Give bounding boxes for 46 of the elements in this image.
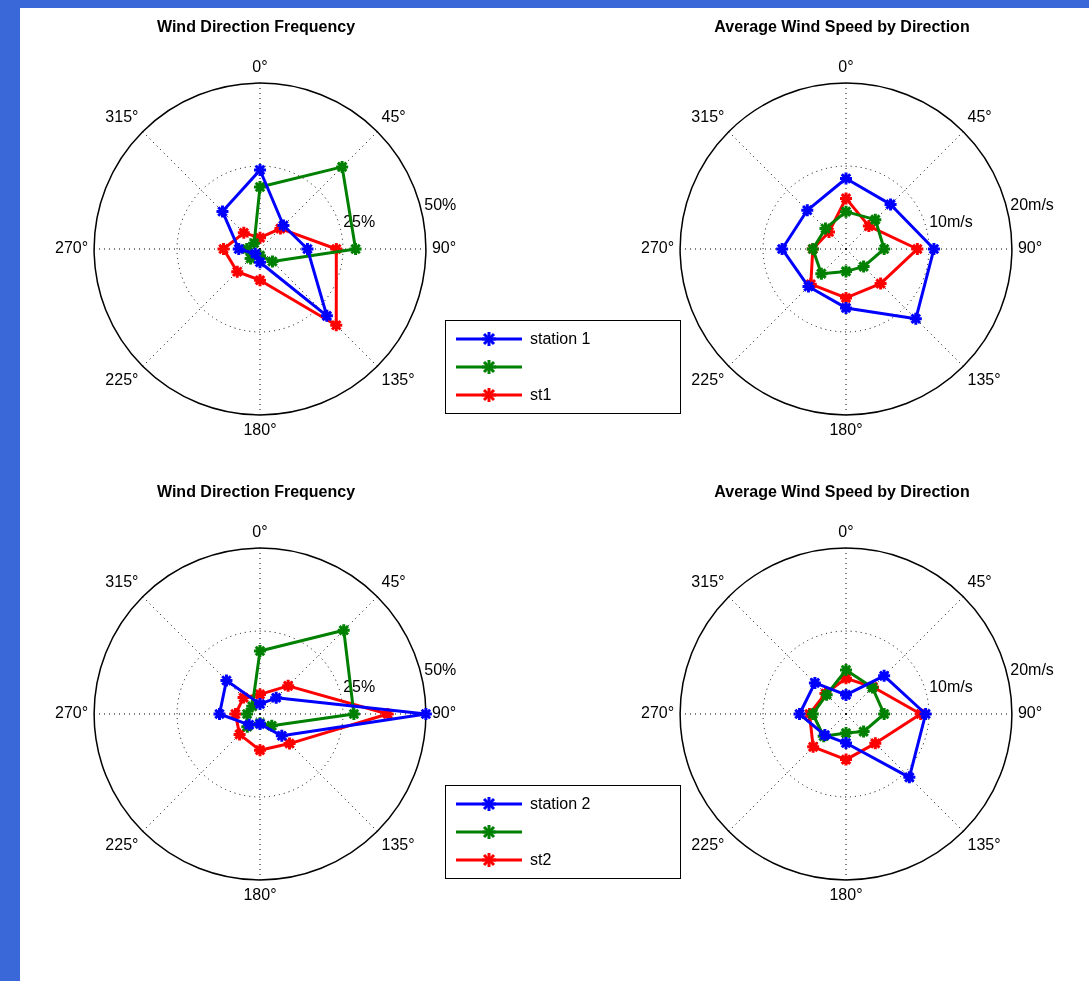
spoke-label: 135° <box>381 835 415 853</box>
spoke-label: 45° <box>967 108 992 126</box>
y-tick-label: 10m/s <box>929 213 973 231</box>
spoke-label: 0° <box>838 57 854 75</box>
spoke-label: 270° <box>55 239 89 257</box>
spoke-label: 135° <box>381 370 415 388</box>
spoke-label: 225° <box>691 370 725 388</box>
y-tick-label: 50% <box>424 660 457 678</box>
spoke-label: 180° <box>829 885 863 903</box>
legend-label: station 2 <box>530 795 591 813</box>
spoke-label: 225° <box>105 370 139 388</box>
spoke-label: 180° <box>243 885 277 903</box>
chart-title: Wind Direction Frequency <box>156 18 356 36</box>
spoke-label: 135° <box>967 370 1001 388</box>
spoke-label: 90° <box>431 704 457 722</box>
spoke-label: 270° <box>55 704 89 722</box>
spoke-label: 45° <box>967 573 992 591</box>
spoke-label: 225° <box>691 835 725 853</box>
chart-title: Average Wind Speed by Direction <box>714 18 970 36</box>
y-tick-label: 20m/s <box>1010 660 1054 678</box>
spoke-label: 315° <box>105 573 139 591</box>
spoke-label: 0° <box>838 522 854 540</box>
y-tick-label: 10m/s <box>929 678 973 696</box>
y-tick-label: 20m/s <box>1010 195 1054 213</box>
spoke-label: 180° <box>829 420 863 438</box>
chart-title: Average Wind Speed by Direction <box>714 483 970 501</box>
spoke-label: 315° <box>691 573 725 591</box>
spoke-label: 45° <box>381 108 406 126</box>
spoke-label: 315° <box>105 108 139 126</box>
y-tick-label: 50% <box>424 195 457 213</box>
spoke-label: 90° <box>1017 704 1043 722</box>
spoke-label: 270° <box>641 704 675 722</box>
spoke-label: 225° <box>105 835 139 853</box>
spoke-label: 0° <box>252 57 268 75</box>
legend-label: st2 <box>530 851 552 869</box>
spoke-label: 135° <box>967 835 1001 853</box>
spoke-label: 90° <box>1017 239 1043 257</box>
spoke-label: 180° <box>243 420 277 438</box>
spoke-label: 45° <box>381 573 406 591</box>
spoke-label: 0° <box>252 522 268 540</box>
chart-title: Wind Direction Frequency <box>156 483 356 501</box>
legend-label: station 1 <box>530 330 591 348</box>
legend-label: st1 <box>530 386 552 404</box>
spoke-label: 270° <box>641 239 675 257</box>
spoke-label: 315° <box>691 108 725 126</box>
spoke-label: 90° <box>431 239 457 257</box>
